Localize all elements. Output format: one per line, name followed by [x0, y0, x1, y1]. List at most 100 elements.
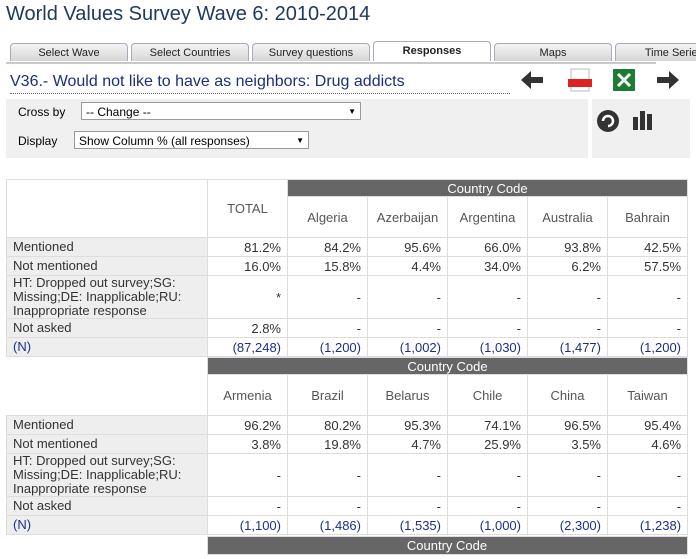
corner-cell: [6, 179, 208, 238]
pdf-icon[interactable]: [568, 68, 592, 92]
group-header-row: TOTAL Country Code: [6, 179, 689, 238]
cell: 15.8%: [287, 256, 368, 276]
row-label: HT: Dropped out survey;SG: Missing;DE: I…: [6, 453, 208, 497]
cross-by-select[interactable]: -- Change --: [81, 102, 361, 121]
cell: (1,200): [287, 337, 368, 357]
refresh-icon[interactable]: [597, 110, 619, 132]
cell: -: [606, 275, 689, 319]
column-header: Azerbaijan: [367, 196, 448, 238]
data-row: (N) (1,100) (1,486) (1,535) (1,000) (2,300) (1…: [6, 515, 689, 535]
cell: 84.2%: [287, 237, 368, 257]
cell: 95.3%: [367, 415, 448, 435]
column-header-row: Algeria Azerbaijan Argentina Australia Bahra…: [7, 196, 689, 238]
cell: 6.2%: [527, 256, 608, 276]
column-header: Bahrain: [606, 196, 689, 238]
tab[interactable]: Maps: [494, 43, 612, 61]
cell: -: [527, 318, 608, 338]
column-header: Algeria: [287, 196, 368, 238]
forward-icon[interactable]: [657, 71, 679, 89]
total-header: TOTAL: [207, 179, 288, 238]
cell: -: [606, 453, 689, 497]
cell: -: [287, 453, 368, 497]
column-header: Argentina: [447, 196, 528, 238]
cell: 96.5%: [527, 415, 608, 435]
data-row: Not asked 2.8% - - - - -: [6, 318, 689, 338]
chart-icon[interactable]: [633, 111, 652, 130]
corner-cell: [7, 358, 208, 416]
display-select[interactable]: Show Column % (all responses): [74, 131, 309, 150]
cell: 34.0%: [447, 256, 528, 276]
cross-by-label: Cross by: [18, 105, 66, 119]
cell: -: [527, 496, 608, 516]
column-header: Chile: [447, 374, 528, 416]
cell: -: [287, 275, 368, 319]
question-title: V36.- Would not like to have as neighbor…: [10, 73, 510, 94]
row-label: Not asked: [6, 318, 208, 338]
row-label: Not asked: [6, 496, 208, 516]
cell: 16.0%: [207, 256, 288, 276]
cell: 80.2%: [287, 415, 368, 435]
cell: 2.8%: [207, 318, 288, 338]
cell: 95.6%: [367, 237, 448, 257]
tab[interactable]: Time Series: [615, 43, 696, 61]
cell: (1,486): [287, 515, 368, 535]
data-row: Not mentioned 3.8% 19.8% 4.7% 25.9% 3.5% 4.6%: [6, 434, 689, 454]
data-row: Mentioned 81.2% 84.2% 95.6% 66.0% 93.8% 42.5%: [6, 237, 689, 257]
group-header: Country Code: [206, 536, 688, 555]
cell: *: [207, 275, 288, 319]
row-label: HT: Dropped out survey;SG: Missing;DE: I…: [6, 275, 208, 319]
column-header: China: [527, 374, 608, 416]
cell: -: [447, 275, 528, 319]
cell: -: [367, 496, 448, 516]
data-table: Country Code Armenia Brazil Belarus Chile Chi…: [6, 357, 689, 535]
column-header: Australia: [527, 196, 608, 238]
cell: (1,535): [367, 515, 448, 535]
tab[interactable]: Survey questions: [252, 43, 370, 61]
row-label: (N): [6, 337, 208, 357]
tab[interactable]: Select Wave: [10, 43, 128, 61]
row-label: (N): [6, 515, 208, 535]
cell: (87,248): [207, 337, 288, 357]
column-header: Taiwan: [606, 374, 689, 416]
column-header-row: Armenia Brazil Belarus Chile China Taiwan: [7, 374, 689, 416]
data-row: Not asked - - - - - -: [6, 496, 689, 516]
tab[interactable]: Select Countries: [131, 43, 249, 61]
cell: -: [606, 318, 689, 338]
cell: (1,200): [606, 337, 689, 357]
tab-bar: Select Wave Select Countries Survey ques…: [10, 41, 696, 61]
cell: (1,100): [207, 515, 288, 535]
cell: (1,002): [367, 337, 448, 357]
cell: 4.6%: [606, 434, 689, 454]
cell: 3.5%: [527, 434, 608, 454]
column-header: Armenia: [207, 374, 288, 416]
excel-icon[interactable]: [613, 69, 635, 91]
cell: 93.8%: [527, 237, 608, 257]
cell: 57.5%: [606, 256, 689, 276]
control-panel: Cross by -- Change -- Display Show Colum…: [6, 99, 588, 158]
tab[interactable]: Responses: [373, 41, 491, 61]
data-row: HT: Dropped out survey;SG: Missing;DE: I…: [6, 453, 689, 497]
cell: 25.9%: [447, 434, 528, 454]
cell: 96.2%: [207, 415, 288, 435]
cell: -: [527, 275, 608, 319]
cell: 3.8%: [207, 434, 288, 454]
column-header: Brazil: [287, 374, 368, 416]
data-row: HT: Dropped out survey;SG: Missing;DE: I…: [6, 275, 689, 319]
cell: 95.4%: [606, 415, 689, 435]
cell: (1,477): [527, 337, 608, 357]
cell: -: [287, 496, 368, 516]
back-icon[interactable]: [521, 71, 543, 89]
cell: (2,300): [527, 515, 608, 535]
cell: -: [367, 318, 448, 338]
cell: -: [287, 318, 368, 338]
cell: (1,238): [606, 515, 689, 535]
cell: 4.7%: [367, 434, 448, 454]
row-label: Not mentioned: [6, 256, 208, 276]
cell: (1,000): [447, 515, 528, 535]
cell: -: [447, 453, 528, 497]
tab-line: [6, 62, 656, 64]
cell: 66.0%: [447, 237, 528, 257]
data-table: Country Code: [6, 536, 688, 555]
cell: 81.2%: [207, 237, 288, 257]
